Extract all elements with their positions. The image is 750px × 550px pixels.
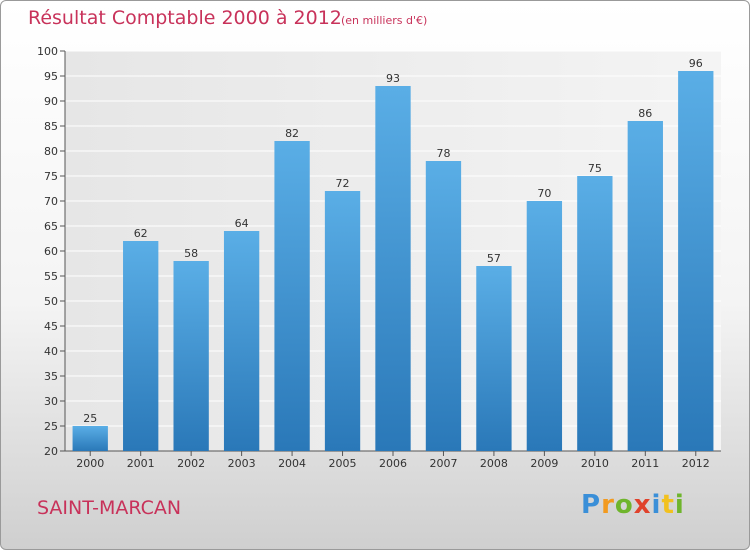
bar <box>324 191 361 451</box>
bar <box>72 426 108 451</box>
logo-letter: i <box>674 490 685 520</box>
data-label: 62 <box>134 227 148 240</box>
y-tick-label: 100 <box>37 45 58 58</box>
y-tick-label: 90 <box>44 95 58 108</box>
x-tick-label: 2008 <box>480 457 508 470</box>
x-tick-label: 2005 <box>329 457 357 470</box>
x-tick-label: 2009 <box>530 457 558 470</box>
data-label: 58 <box>184 247 198 260</box>
x-tick-label: 2010 <box>581 457 609 470</box>
data-label: 72 <box>336 177 350 190</box>
data-label: 64 <box>235 217 249 230</box>
data-label: 70 <box>537 187 551 200</box>
data-label: 75 <box>588 162 602 175</box>
logo-letter: t <box>661 490 675 520</box>
chart-title: Résultat Comptable 2000 à 2012 <box>28 7 342 29</box>
bar <box>678 71 714 451</box>
logo-letter: x <box>633 490 652 520</box>
logo-letter: o <box>614 490 634 520</box>
bar <box>274 141 310 451</box>
bar <box>577 176 613 451</box>
y-tick-label: 65 <box>44 220 58 233</box>
town-name: SAINT-MARCAN <box>37 497 182 519</box>
y-tick-label: 55 <box>44 270 58 283</box>
y-tick-label: 30 <box>44 395 58 408</box>
data-label: 82 <box>285 127 299 140</box>
x-tick-label: 2006 <box>379 457 407 470</box>
y-tick-label: 45 <box>44 320 58 333</box>
data-label: 57 <box>487 252 501 265</box>
data-label: 78 <box>436 147 450 160</box>
bar <box>173 261 209 451</box>
x-tick-label: 2000 <box>76 457 104 470</box>
y-tick-label: 35 <box>44 370 58 383</box>
y-tick-label: 60 <box>44 245 58 258</box>
y-tick-label: 25 <box>44 420 58 433</box>
y-tick-label: 95 <box>44 70 58 83</box>
chart-subtitle: (en milliers d'€) <box>341 14 428 27</box>
x-tick-label: 2003 <box>228 457 256 470</box>
x-tick-label: 2011 <box>631 457 659 470</box>
x-tick-label: 2012 <box>682 457 710 470</box>
data-label: 96 <box>689 57 703 70</box>
logo-letter: P <box>581 490 602 520</box>
logo-letter: r <box>601 490 615 520</box>
y-tick-label: 20 <box>44 445 58 458</box>
bar <box>627 121 663 451</box>
logo-letter: i <box>651 490 662 520</box>
y-tick-label: 75 <box>44 170 58 183</box>
bar <box>123 241 159 451</box>
bar <box>476 266 512 451</box>
data-label: 93 <box>386 72 400 85</box>
x-tick-label: 2001 <box>127 457 155 470</box>
proxiti-logo: Proxiti <box>581 490 685 520</box>
bar <box>375 86 411 451</box>
data-label: 25 <box>83 412 97 425</box>
y-tick-label: 70 <box>44 195 58 208</box>
y-tick-label: 80 <box>44 145 58 158</box>
x-tick-label: 2002 <box>177 457 205 470</box>
bar <box>223 231 260 451</box>
y-tick-label: 40 <box>44 345 58 358</box>
data-label: 86 <box>638 107 652 120</box>
x-tick-label: 2007 <box>429 457 457 470</box>
bar <box>425 161 462 451</box>
bar <box>526 201 563 451</box>
y-tick-label: 50 <box>44 295 58 308</box>
x-tick-label: 2004 <box>278 457 306 470</box>
y-tick-label: 85 <box>44 120 58 133</box>
